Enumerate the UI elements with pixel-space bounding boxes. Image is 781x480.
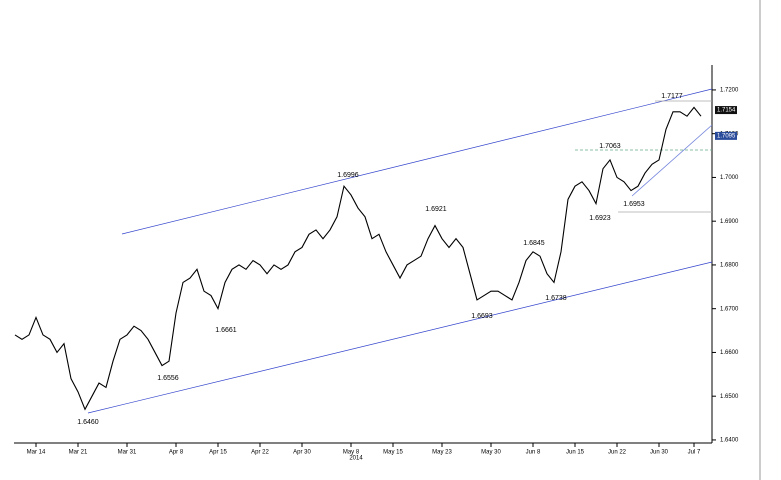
channel-lower [87,261,713,414]
x-tick-label: Apr 22 [251,450,269,456]
y-tick-label: 1.6900 [720,219,739,225]
price-annotation: 1.6923 [589,215,611,222]
year-label: 2014 [349,456,363,462]
y-tick-label: 1.6700 [720,306,739,312]
x-tick-label: May 8 [343,450,360,456]
x-tick-label: Jun 30 [650,450,669,456]
x-tick-label: Apr 15 [209,450,227,456]
x-tick-label: Mar 14 [27,450,46,456]
price-annotation: 1.6460 [77,419,99,426]
x-tick-label: Apr 8 [169,450,184,456]
price-annotation: 1.7177 [661,93,683,100]
y-tick-label: 1.7000 [720,175,739,181]
x-tick-label: Jun 15 [566,450,585,456]
x-tick-label: Jun 22 [608,450,627,456]
last-price-box [715,106,737,115]
price-annotation: 1.6661 [215,327,237,334]
level-label: 1.7095 [717,133,736,139]
y-tick-label: 1.6800 [720,263,739,269]
x-tick-label: May 30 [481,450,501,456]
price-annotation: 1.7063 [599,143,621,150]
price-annotation: 1.6996 [337,172,359,179]
price-annotation: 1.6556 [157,375,179,382]
level-box [715,131,737,140]
y-tick-label: 1.6500 [720,394,739,400]
x-tick-label: Mar 31 [118,450,137,456]
price-line [14,106,702,411]
y-tick-label: 1.6600 [720,350,739,356]
x-tick-label: Jul 7 [688,450,701,456]
y-tick-label: 1.7200 [720,88,739,94]
x-tick-label: May 23 [432,450,452,456]
channel-upper [121,88,713,235]
x-tick-label: Mar 21 [69,450,88,456]
price-annotation: 1.6953 [623,201,645,208]
price-annotation: 1.6921 [425,206,447,213]
x-tick-label: Apr 30 [293,450,311,456]
x-tick-label: May 15 [383,450,403,456]
last-price-label: 1.7154 [717,108,736,114]
y-tick-label: 1.6400 [720,438,739,444]
price-annotation: 1.6738 [545,295,567,302]
price-annotation: 1.6693 [471,313,493,320]
x-tick-label: Jun 8 [526,450,541,456]
support-line [631,124,713,197]
price-annotation: 1.6845 [523,240,545,247]
